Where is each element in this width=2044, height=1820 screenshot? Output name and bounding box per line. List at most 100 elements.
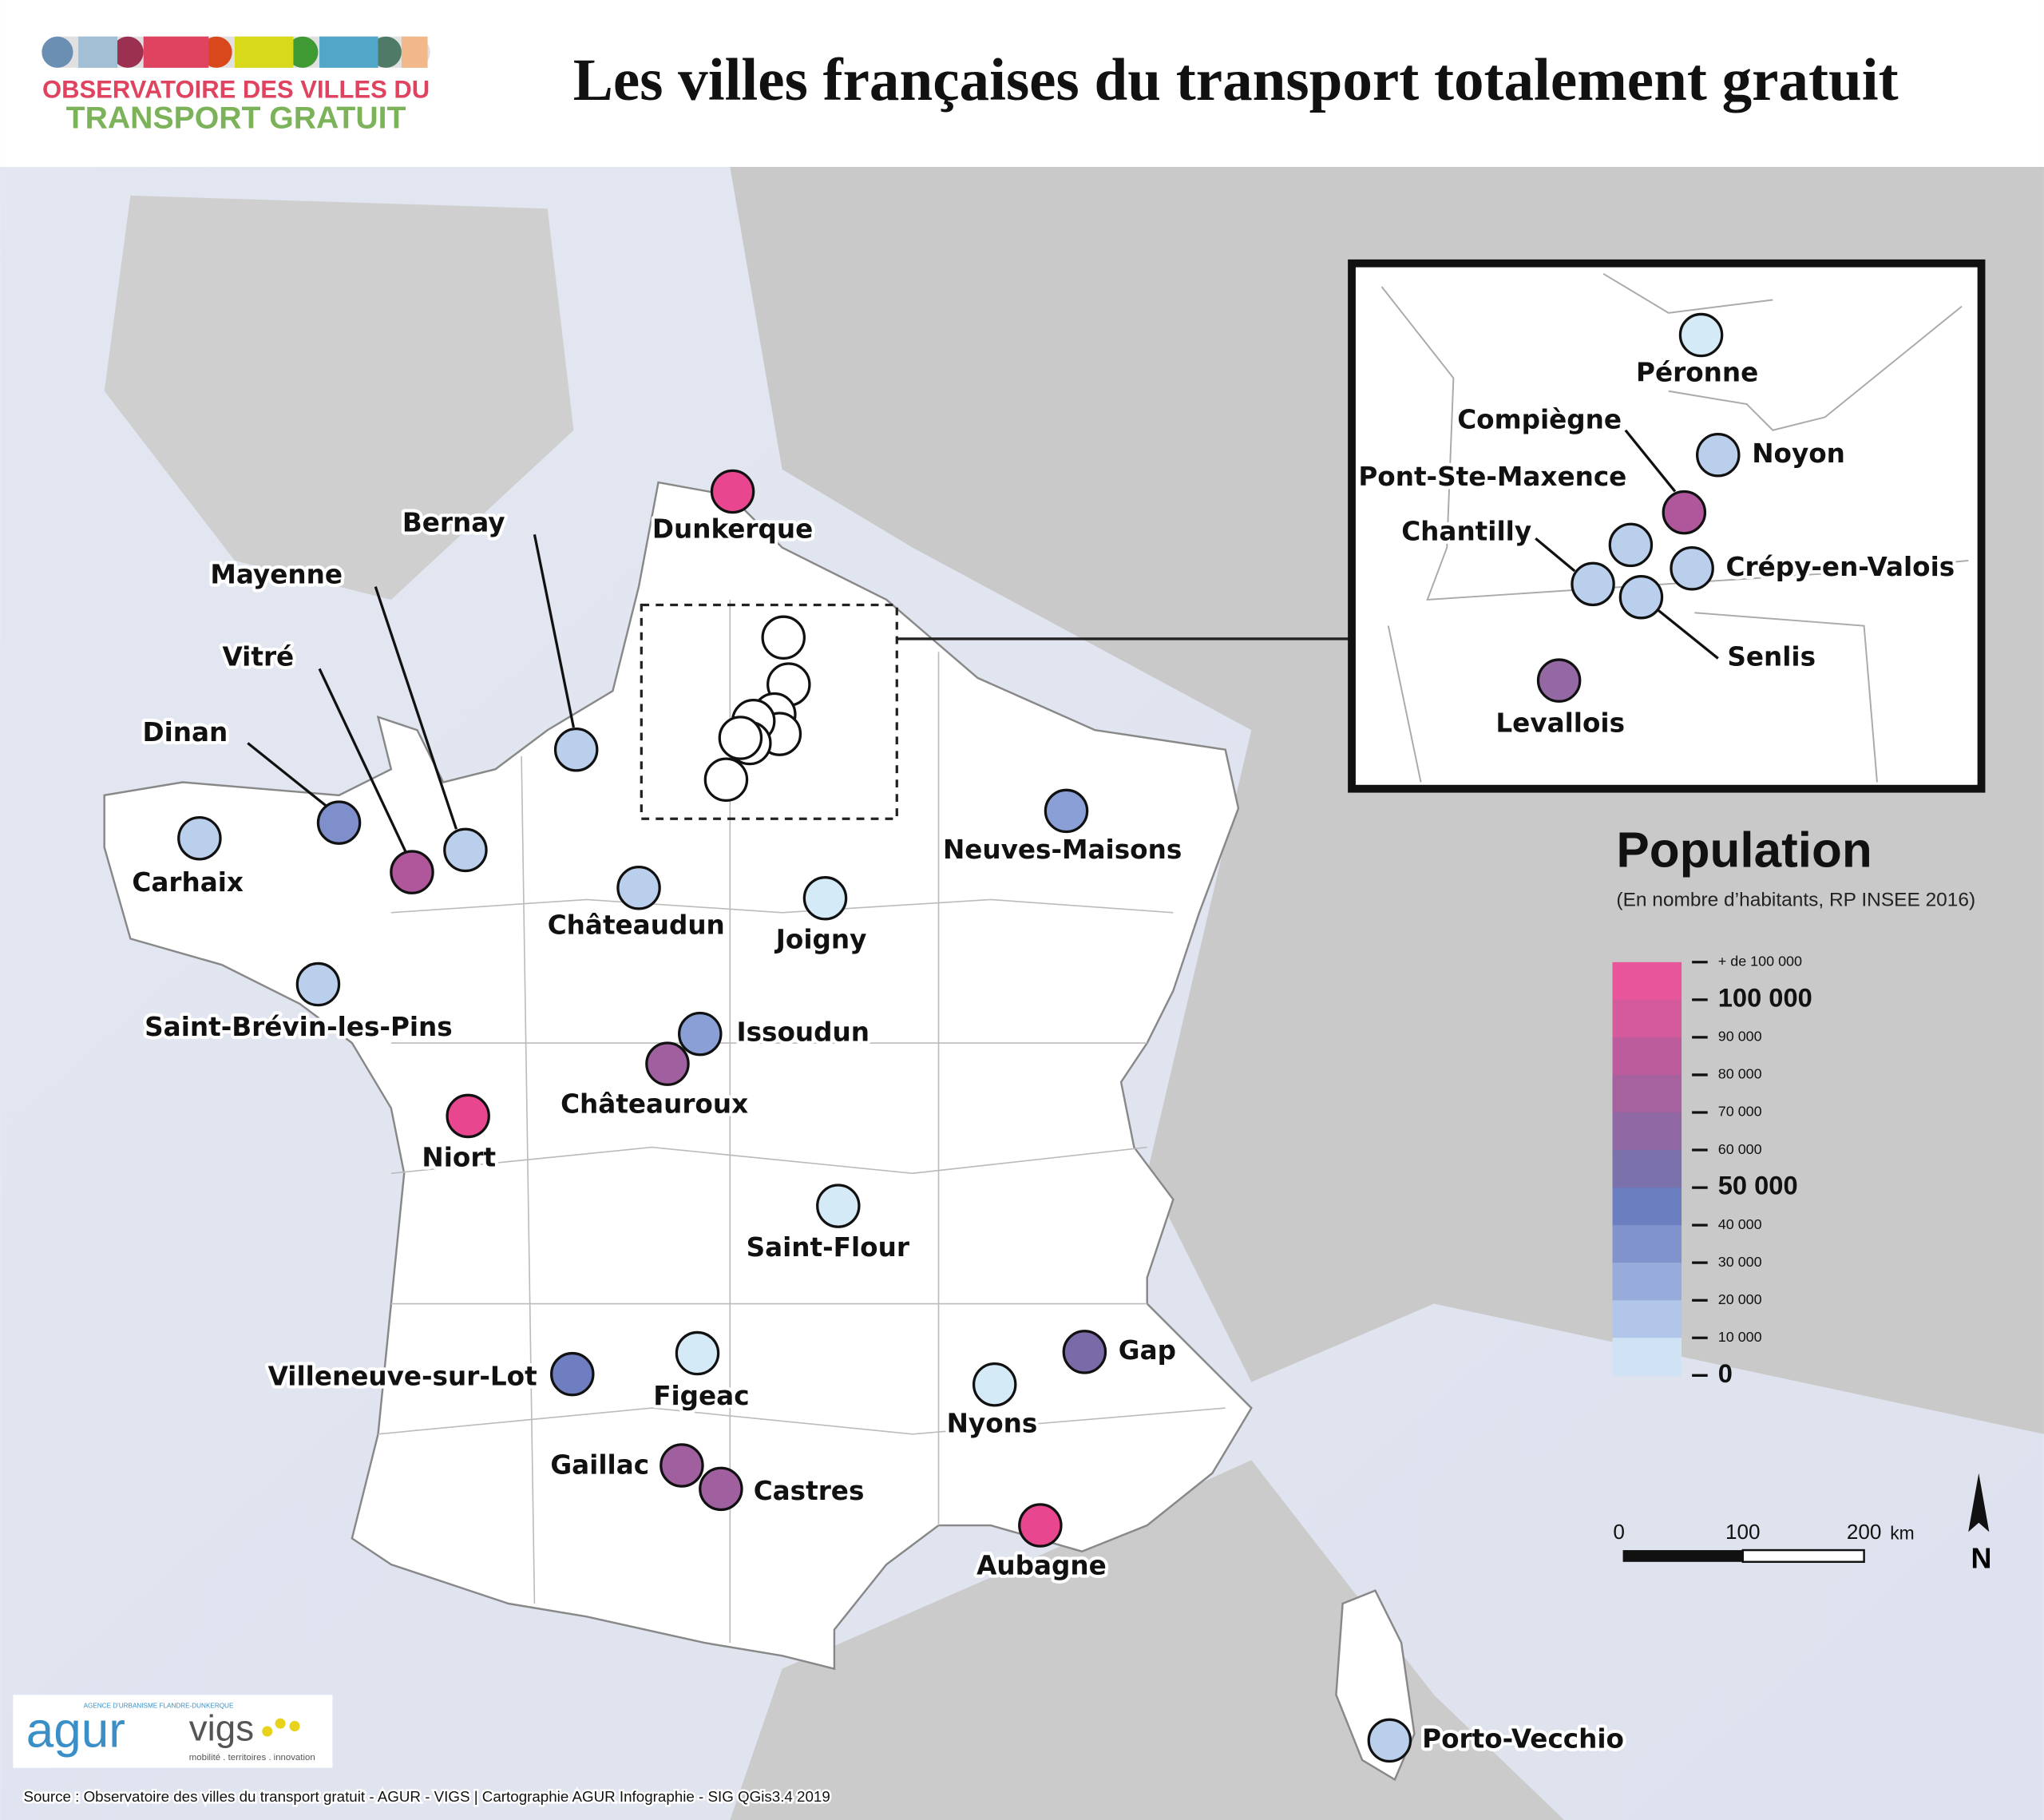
city-label: Porto-Vecchio [1422, 1723, 1624, 1754]
legend-label: 40 000 [1718, 1216, 1762, 1232]
legend-swatch [1612, 1150, 1682, 1188]
legend-label: 80 000 [1718, 1066, 1762, 1082]
legend-label: 30 000 [1718, 1254, 1762, 1270]
leader-line [1624, 429, 1677, 493]
city-marker [675, 1330, 720, 1376]
legend: + de 100 000 100 000 90 000 80 000 70 000 60 … [1612, 954, 1812, 1388]
scale-unit: km [1890, 1523, 1914, 1544]
city-label: Dunkerque [652, 513, 813, 544]
inset-circles-small [703, 615, 811, 803]
inset [1348, 259, 1986, 793]
city-label: Compiègne [1457, 404, 1622, 434]
legend-label: 60 000 [1718, 1141, 1762, 1157]
agur-logo: agur [26, 1703, 125, 1759]
city-label: Pont-Ste-Maxence [1358, 462, 1626, 492]
city-marker [1678, 312, 1724, 358]
north-label: N [1971, 1542, 1992, 1575]
logo-dots [42, 36, 430, 68]
city-marker [802, 876, 848, 921]
city-label: Saint-Flour [747, 1232, 909, 1263]
city-label: Péronne [1636, 358, 1758, 388]
city-marker [1018, 1503, 1063, 1548]
city-marker [446, 1093, 490, 1139]
city-marker [660, 1443, 704, 1488]
legend-label: 20 000 [1718, 1291, 1762, 1307]
leader-line [318, 668, 407, 852]
city-marker [443, 827, 488, 873]
city-label: Crépy-en-Valois [1726, 552, 1955, 582]
scale-bar [1622, 1550, 1743, 1562]
city-marker [1571, 561, 1615, 607]
legend-swatch [1612, 1263, 1682, 1302]
city-marker [972, 1362, 1017, 1407]
land-uk [104, 195, 574, 600]
city-marker [1062, 1330, 1107, 1374]
vigs-dot [275, 1718, 286, 1729]
agur-tagline: AGENCE D'URBANISME FLANDRE-DUNKERQUE [84, 1703, 234, 1710]
city-marker [1608, 522, 1654, 568]
city-label: Joigny [774, 925, 867, 955]
city-label: Gap [1119, 1335, 1176, 1366]
city-label: Saint-Brévin-les-Pins [145, 1012, 453, 1042]
leader-line [1657, 609, 1719, 660]
city-marker [1670, 546, 1714, 591]
leader-line [247, 742, 327, 807]
legend-label: 0 [1718, 1358, 1733, 1388]
cities: Dunkerque Bernay Mayenne Vitré Dinan Carhaix C… [129, 312, 1958, 1763]
legend-swatch [1612, 1037, 1682, 1076]
legend-label: 70 000 [1718, 1104, 1762, 1120]
city-marker [616, 865, 661, 910]
city-marker [1536, 658, 1582, 703]
legend-label: 90 000 [1718, 1029, 1762, 1045]
city-marker [1696, 432, 1741, 478]
city-label: Aubagne [976, 1550, 1107, 1580]
city-label: Mayenne [210, 560, 343, 590]
leader-line [1535, 537, 1576, 573]
city-marker [816, 1184, 861, 1228]
leader-line [374, 586, 458, 830]
legend-swatch [1612, 999, 1682, 1038]
scale-label: 200 [1847, 1520, 1882, 1544]
city-marker [678, 1011, 723, 1057]
city-label: Carhaix [132, 867, 244, 898]
scale-bar [1741, 1548, 1865, 1563]
city-label: Nyons [947, 1408, 1038, 1438]
vigs-logo: vigs [189, 1707, 254, 1748]
vigs-dot [289, 1720, 300, 1731]
city-marker [550, 1351, 595, 1397]
legend-title: Population [1616, 823, 1872, 878]
footer-logos [13, 1695, 333, 1768]
city-label: Châteauroux [561, 1088, 748, 1119]
header-band [0, 0, 2044, 167]
city-marker [390, 850, 434, 894]
north-arrow [1968, 1473, 1990, 1533]
legend-label: + de 100 000 [1718, 954, 1802, 969]
city-label: Noyon [1752, 438, 1845, 469]
city-label: Vitré [222, 641, 294, 672]
legend-swatch [1612, 1188, 1682, 1226]
city-marker [1044, 788, 1089, 834]
vigs-dot [262, 1726, 273, 1737]
source: Source : Observatoire des villes du tran… [23, 1788, 830, 1805]
city-label: Castres [754, 1476, 865, 1506]
legend-label: 100 000 [1718, 982, 1812, 1012]
legend-swatch [1612, 1300, 1682, 1339]
city-label: Levallois [1495, 708, 1625, 739]
legend-label: 50 000 [1718, 1171, 1798, 1200]
city-label: Issoudun [736, 1017, 869, 1048]
legend-swatch [1612, 962, 1682, 1001]
title: Les villes françaises du transport total… [573, 47, 1899, 113]
city-marker [553, 727, 599, 772]
city-marker [295, 962, 341, 1007]
city-marker [316, 800, 362, 845]
city-marker [699, 1466, 743, 1512]
city-label: Niort [422, 1142, 496, 1172]
city-marker [1662, 490, 1707, 535]
legend-swatch [1612, 1074, 1682, 1113]
city-label: Gaillac [550, 1450, 649, 1481]
legend-swatch [1612, 1112, 1682, 1151]
city-label: Senlis [1727, 641, 1816, 672]
legend-label: 10 000 [1718, 1329, 1762, 1345]
scale-label: 100 [1725, 1520, 1761, 1544]
